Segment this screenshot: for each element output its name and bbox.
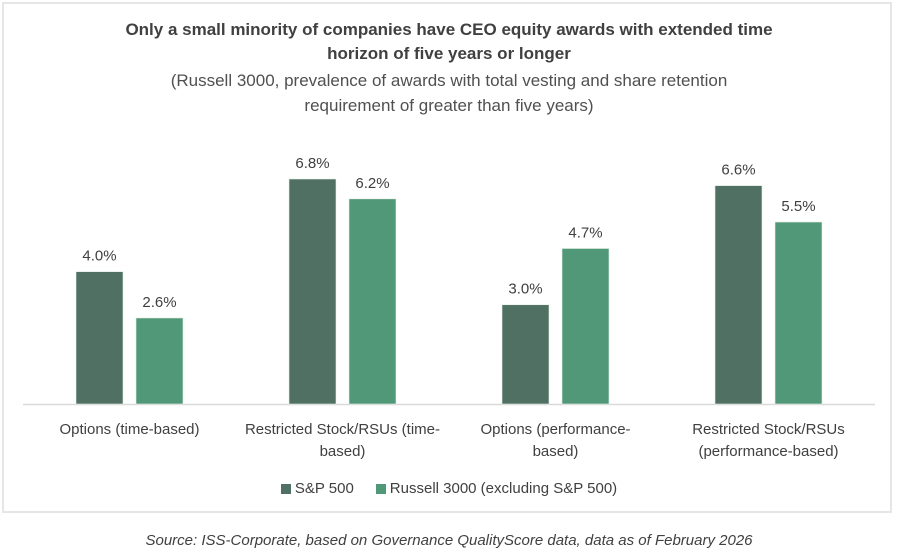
data-label-russell3000-1: 2.6% [142, 294, 176, 311]
data-label-sp500-2: 6.8% [295, 155, 329, 172]
data-label-russell3000-3: 4.7% [568, 224, 602, 241]
bar-russell3000-4 [774, 221, 823, 405]
bar-sp500-3 [501, 304, 550, 405]
legend-swatch-sp500 [280, 483, 291, 494]
category-label-2-line-1: Restricted Stock/RSUs (time- [244, 421, 441, 438]
legend-item-sp500: S&P 500 [280, 480, 354, 497]
chart-title-line-2: horizon of five years or longer [327, 44, 571, 63]
bars-group [75, 178, 823, 405]
category-label-4-line-2: (performance-based) [698, 443, 839, 460]
bar-russell3000-2 [348, 198, 397, 405]
bar-sp500-2 [288, 178, 337, 405]
data-label-sp500-3: 3.0% [508, 281, 542, 298]
category-label-3: Options (performance-based) [456, 419, 656, 463]
category-label-1-line-1: Options (time-based) [59, 421, 200, 438]
category-label-4: Restricted Stock/RSUs (performance-based) [669, 419, 869, 463]
legend-item-russell3000: Russell 3000 (excluding S&P 500) [375, 480, 618, 497]
data-label-russell3000-4: 5.5% [781, 198, 815, 215]
bar-russell3000-3 [561, 248, 610, 405]
category-label-1: Options (time-based) [30, 419, 230, 441]
data-label-sp500-4: 6.6% [721, 162, 755, 179]
category-label-2: Restricted Stock/RSUs (time-based) [243, 419, 443, 463]
bar-sp500-4 [714, 185, 763, 405]
category-label-4-line-1: Restricted Stock/RSUs [692, 421, 845, 438]
bar-sp500-1 [75, 271, 124, 405]
legend: S&P 500 Russell 3000 (excluding S&P 500) [0, 480, 898, 497]
chart-title-line-1: Only a small minority of companies have … [125, 20, 773, 39]
category-label-3-line-1: Options (performance- [480, 421, 631, 438]
chart-subtitle: (Russell 3000, prevalence of awards with… [0, 68, 898, 118]
data-label-russell3000-2: 6.2% [355, 175, 389, 192]
bar-russell3000-1 [135, 317, 184, 405]
category-label-3-line-2: based) [532, 443, 579, 460]
chart-title: Only a small minority of companies have … [0, 18, 898, 66]
data-label-sp500-1: 4.0% [82, 248, 116, 265]
bar-labels-group: 4.0% 2.6% 6.8% 6.2% 3.0% 4.7% 6.6% 5.5% [82, 155, 815, 311]
legend-swatch-russell3000 [375, 483, 386, 494]
legend-label-sp500: S&P 500 [294, 480, 354, 497]
source-note: Source: ISS-Corporate, based on Governan… [145, 532, 753, 549]
chart-subtitle-line-1: (Russell 3000, prevalence of awards with… [170, 71, 728, 90]
category-label-2-line-2: based) [319, 443, 366, 460]
legend-label-russell3000: Russell 3000 (excluding S&P 500) [389, 480, 618, 497]
chart-subtitle-line-2: requirement of greater than five years) [304, 96, 594, 115]
